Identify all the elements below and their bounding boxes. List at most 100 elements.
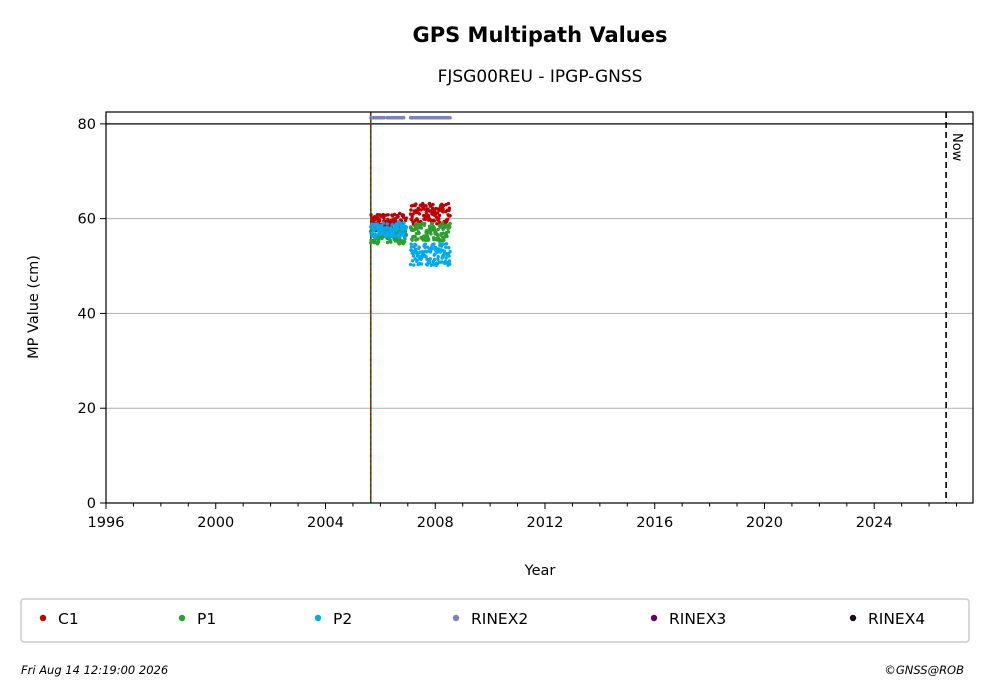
data-point [417,212,422,216]
data-point [409,208,413,212]
data-point [394,219,398,223]
data-point [426,237,431,241]
data-point [441,231,446,235]
data-point [390,222,394,227]
legend-label: RINEX3 [669,610,726,628]
data-point [444,245,448,249]
data-point [416,254,420,258]
data-point [430,206,435,210]
data-point [448,115,452,120]
data-point [401,213,406,217]
data-point [441,207,445,211]
data-point [385,225,390,230]
data-point [435,211,440,215]
data-point [409,242,413,246]
data-point [416,237,420,241]
data-point [381,221,385,225]
data-point [396,227,400,231]
plot-frame [105,111,974,504]
series-rinex2 [369,115,452,120]
data-point [436,227,440,232]
data-point [409,245,414,249]
data-point [377,219,382,223]
data-point [448,221,452,226]
x-tick-label: 1996 [88,515,125,531]
data-point [441,242,446,246]
data-point [376,238,381,242]
y-tick-label: 60 [78,212,96,228]
data-point [440,221,445,225]
data-point [431,202,435,207]
data-point [444,242,449,246]
data-point [423,242,428,246]
data-point [448,250,452,254]
data-point [432,219,436,223]
data-point [436,255,440,259]
data-point [402,231,407,235]
legend-item-c1: C1 [39,610,79,628]
legend-marker [452,614,460,622]
data-point [410,238,414,242]
x-tick-label: 2012 [527,515,564,531]
data-point [415,258,419,262]
data-point [385,222,389,226]
legend-marker [39,614,47,622]
data-point [389,226,393,230]
data-point [410,259,415,263]
data-point [395,234,399,238]
data-points [369,115,452,268]
data-point [441,203,446,208]
chart-title: GPS Multipath Values [412,23,667,47]
data-point [415,218,420,222]
data-point [411,212,415,216]
data-point [430,221,434,226]
data-point [423,245,427,250]
data-point [440,260,444,264]
legend-item-rinex4: RINEX4 [849,610,925,628]
data-point [376,233,380,237]
y-tick-label: 40 [78,306,96,322]
data-point [384,234,388,238]
footer-timestamp: Fri Aug 14 12:19:00 2026 [21,663,168,677]
y-axis-label: MP Value (cm) [26,255,42,359]
legend-item-p2: P2 [314,610,352,628]
x-tick-label: 2016 [636,515,673,531]
data-point [417,245,421,249]
legend-marker [178,614,186,622]
data-point [435,233,440,237]
y-tick-label: 0 [87,496,96,512]
legend-label: P1 [197,610,216,628]
data-point [432,242,436,246]
data-point [448,225,452,229]
data-point [430,247,434,251]
legend-item-p1: P1 [178,610,216,628]
data-point [436,257,440,261]
data-point [402,240,407,244]
data-point [408,212,413,216]
x-tick-label: 2000 [197,515,234,531]
data-point [434,230,438,234]
data-point [370,233,375,238]
x-tick-label: 2024 [856,515,893,531]
y-tick-label: 20 [78,401,96,417]
legend-box [20,598,970,643]
data-point [442,238,446,243]
data-point [427,260,432,265]
data-point [413,247,418,252]
data-point [425,245,430,249]
legend-label: RINEX4 [868,610,925,628]
data-point [448,213,452,218]
legend: C1 P1 P2 RINEX2 RINEX3 RINEX4 [39,610,925,628]
data-point [428,257,432,261]
data-point [446,230,451,234]
data-point [402,235,407,240]
data-point [414,243,418,247]
y-axis-ticks: 0 20 40 60 80 [78,117,106,512]
series-p2 [369,220,452,268]
data-point [411,254,416,258]
legend-item-rinex2: RINEX2 [452,610,528,628]
data-point [437,217,441,222]
data-point [447,254,451,258]
data-point [373,233,378,237]
